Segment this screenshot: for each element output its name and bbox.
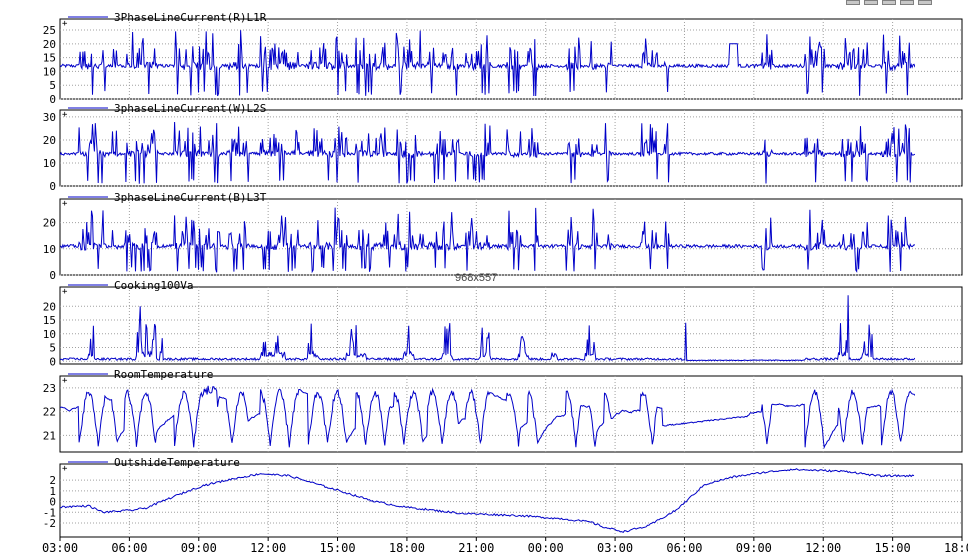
y-tick-label: 21: [43, 429, 56, 442]
x-tick-label: 09:00: [736, 541, 772, 555]
y-tick-label: 25: [43, 24, 56, 37]
y-tick-label: 0: [49, 355, 56, 368]
x-tick-label: 06:00: [666, 541, 702, 555]
x-tick-label: 12:00: [805, 541, 841, 555]
y-tick-label: 22: [43, 406, 56, 419]
y-tick-label: -2: [43, 517, 56, 530]
series-line: [60, 295, 915, 362]
y-tick-label: 20: [43, 134, 56, 147]
x-tick-label: 06:00: [111, 541, 147, 555]
y-tick-label: 2: [49, 474, 56, 487]
panel-plus-marker: +: [62, 287, 68, 297]
panel-title: OutshideTemperature: [114, 456, 240, 469]
x-tick-label: 15:00: [875, 541, 911, 555]
y-tick-label: 30: [43, 111, 56, 124]
series-line: [60, 468, 915, 534]
maximize-button[interactable]: [882, 0, 896, 5]
y-tick-label: 20: [43, 38, 56, 51]
x-tick-label: 18:00: [944, 541, 968, 555]
y-tick-label: 0: [49, 496, 56, 509]
panel-title: 3phaseLineCurrent(W)L2S: [114, 102, 266, 115]
chart-panel-1: 0 10 20 30 +3phaseLineCurrent(W)L2S: [43, 102, 963, 193]
y-tick-label: 15: [43, 314, 56, 327]
y-tick-label: 23: [43, 382, 56, 395]
x-tick-label: 21:00: [458, 541, 494, 555]
x-tick-label: 03:00: [597, 541, 633, 555]
series-line: [60, 30, 915, 97]
x-tick-label: 15:00: [319, 541, 355, 555]
y-tick-label: 20: [43, 300, 56, 313]
y-tick-label: 0: [49, 269, 56, 282]
y-tick-label: 10: [43, 328, 56, 341]
x-tick-label: 09:00: [181, 541, 217, 555]
panel-title: Cooking100Va: [114, 279, 193, 292]
y-tick-label: 5: [49, 79, 56, 92]
y-tick-label: 15: [43, 52, 56, 65]
panel-plus-marker: +: [62, 376, 68, 386]
x-tick-label: 03:00: [42, 541, 78, 555]
minimize-button[interactable]: [846, 0, 860, 5]
series-line: [60, 385, 915, 450]
panel-title: 3PhaseLineCurrent(R)L1R: [114, 11, 267, 24]
y-tick-label: 10: [43, 157, 56, 170]
help-button[interactable]: [918, 0, 932, 5]
panel-plus-marker: +: [62, 464, 68, 474]
panel-frame: [59, 463, 963, 538]
y-tick-label: 0: [49, 93, 56, 106]
y-tick-label: 5: [49, 342, 56, 355]
series-line: [60, 207, 915, 274]
chart-panel-4: 21 22 23 + RoomTemperature: [43, 368, 963, 453]
y-tick-label: -1: [43, 506, 56, 519]
panel-plus-marker: +: [62, 19, 68, 29]
series-line: [60, 121, 915, 184]
window-size-label: 968x557: [455, 272, 498, 284]
panel-frame: [59, 286, 963, 365]
close-button[interactable]: [900, 0, 914, 5]
panel-title: RoomTemperature: [114, 368, 213, 381]
y-tick-label: 10: [43, 65, 56, 78]
y-tick-label: 1: [49, 485, 56, 498]
y-tick-label: 0: [49, 180, 56, 193]
x-tick-label: 00:00: [528, 541, 564, 555]
panel-plus-marker: +: [62, 199, 68, 209]
x-tick-label: 18:00: [389, 541, 425, 555]
chart-panel-2: 0 10 20 + 3phaseLineCurrent(B)L3T: [43, 191, 963, 282]
restore-button[interactable]: [864, 0, 878, 5]
x-axis: 03:00 06:00 09:00 12:00 15:00 18:00 21:00 00:00…: [42, 537, 968, 555]
y-tick-label: 10: [43, 243, 56, 256]
panel-title: 3phaseLineCurrent(B)L3T: [114, 191, 267, 204]
x-tick-label: 12:00: [250, 541, 286, 555]
panel-plus-marker: +: [62, 110, 68, 120]
y-tick-label: 20: [43, 217, 56, 230]
panel-frame: [59, 375, 963, 453]
